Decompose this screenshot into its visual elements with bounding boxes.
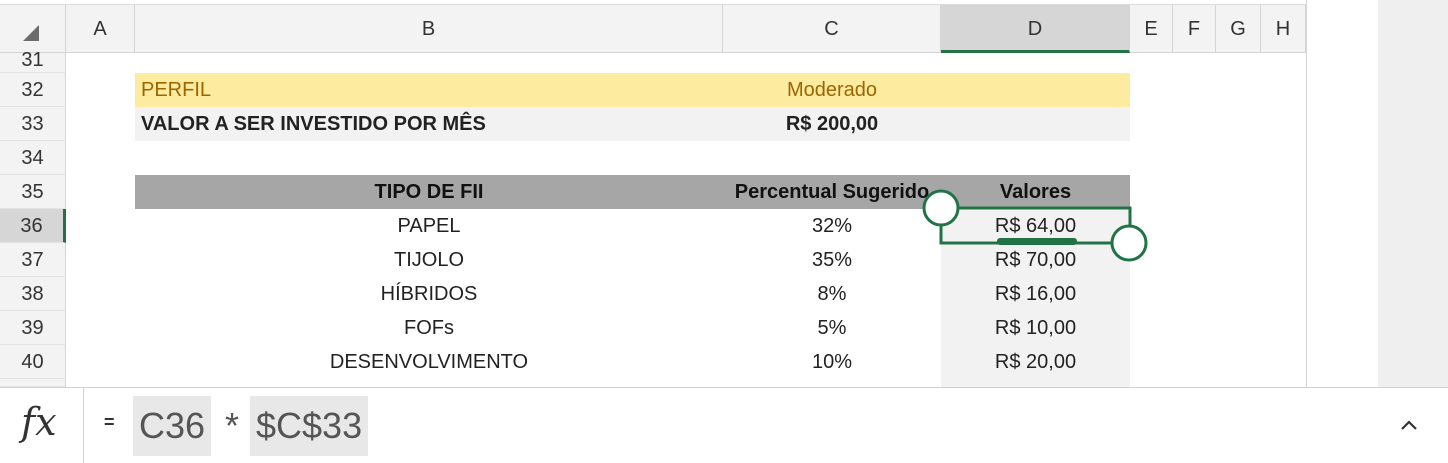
percentual-cell[interactable]: 35% xyxy=(811,249,853,271)
percentual-cell[interactable]: 5% xyxy=(817,317,847,339)
row-header-31[interactable]: 31 xyxy=(0,50,66,73)
profile-label[interactable]: PERFIL xyxy=(141,79,212,101)
percentual-cell[interactable]: 10% xyxy=(811,351,853,373)
tipo-cell[interactable]: FOFs xyxy=(404,317,454,339)
monthly-value[interactable]: R$ 200,00 xyxy=(785,113,879,135)
selection-overlay xyxy=(922,189,1148,262)
row-header-33[interactable]: 33 xyxy=(0,107,66,141)
row-header-34[interactable]: 34 xyxy=(0,141,66,175)
grid-right-area xyxy=(1306,0,1378,387)
row-header-41 xyxy=(0,379,66,387)
valor-cell[interactable]: R$ 16,00 xyxy=(994,283,1077,305)
column-header-e[interactable]: E xyxy=(1130,5,1173,53)
formula-ref-c36[interactable]: C36 xyxy=(133,396,212,456)
valor-cell[interactable]: R$ 64,00 xyxy=(994,215,1077,237)
formula-bar: fx = C36 * $C$33 xyxy=(0,387,1448,463)
percentual-cell[interactable]: 8% xyxy=(817,283,847,305)
row-header-40[interactable]: 40 xyxy=(0,345,66,379)
percentual-cell[interactable]: 32% xyxy=(811,215,853,237)
selection-handle-bottom-right xyxy=(1110,224,1148,262)
fx-icon: fx xyxy=(21,400,57,444)
tipo-cell[interactable]: DESENVOLVIMENTO xyxy=(329,351,529,373)
monthly-row-fill xyxy=(135,107,1130,141)
row-header-32[interactable]: 32 xyxy=(0,73,66,107)
formula-equals: = xyxy=(104,412,115,432)
select-all-icon xyxy=(23,25,39,41)
row-header-35[interactable]: 35 xyxy=(0,175,66,209)
spreadsheet-grid[interactable]: A B C D E F G H 31 32 33 34 35 36 37 38 … xyxy=(0,0,1448,387)
formula-ref-c33[interactable]: $C$33 xyxy=(250,396,369,456)
formula-operator: * xyxy=(225,405,240,446)
column-header-f[interactable]: F xyxy=(1173,5,1216,53)
row-header-37[interactable]: 37 xyxy=(0,243,66,277)
selection-underline xyxy=(997,238,1077,245)
profile-row-fill xyxy=(135,73,1130,107)
row-header-38[interactable]: 38 xyxy=(0,277,66,311)
header-percentual[interactable]: Percentual Sugerido xyxy=(734,181,930,203)
column-header-b[interactable]: B xyxy=(135,5,723,53)
chevron-up-icon[interactable] xyxy=(1398,414,1420,436)
valor-cell[interactable]: R$ 10,00 xyxy=(994,317,1077,339)
select-all-corner[interactable] xyxy=(0,5,66,53)
valor-cell[interactable]: R$ 70,00 xyxy=(994,249,1077,271)
table-header-fill xyxy=(135,175,1130,209)
tipo-cell[interactable]: PAPEL xyxy=(397,215,461,237)
row-header-39[interactable]: 39 xyxy=(0,311,66,345)
scrollbar-area[interactable] xyxy=(1378,0,1448,387)
tipo-cell[interactable]: TIJOLO xyxy=(393,249,464,271)
column-header-g[interactable]: G xyxy=(1216,5,1261,53)
valor-cell[interactable]: R$ 20,00 xyxy=(994,351,1077,373)
row-header-36[interactable]: 36 xyxy=(0,209,66,243)
fx-button[interactable]: fx xyxy=(0,388,84,463)
column-header-d[interactable]: D xyxy=(941,5,1130,53)
column-header-h[interactable]: H xyxy=(1261,5,1306,53)
column-header-c[interactable]: C xyxy=(723,5,941,53)
header-valores[interactable]: Valores xyxy=(999,181,1072,203)
monthly-label[interactable]: VALOR A SER INVESTIDO POR MÊS xyxy=(141,113,486,135)
profile-value[interactable]: Moderado xyxy=(786,79,878,101)
column-header-a[interactable]: A xyxy=(66,5,135,53)
column-header-row: A B C D E F G H xyxy=(0,4,1306,53)
header-tipo[interactable]: TIPO DE FII xyxy=(374,181,484,203)
selection-handle-top-left xyxy=(922,189,960,227)
tipo-cell[interactable]: HÍBRIDOS xyxy=(380,283,478,305)
active-cell-border xyxy=(939,206,1132,245)
